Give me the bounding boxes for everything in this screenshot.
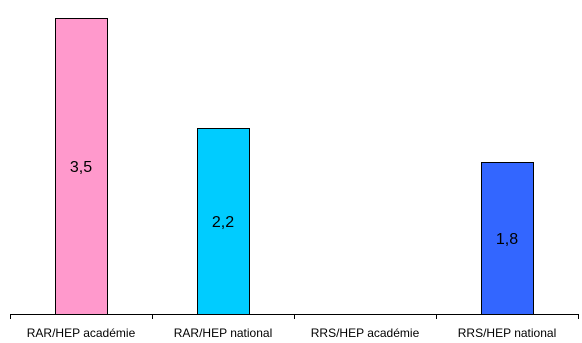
bar — [55, 18, 108, 315]
x-axis-tick-labels: RAR/HEP académie RAR/HEP national RRS/HEP … — [27, 326, 557, 340]
x-tick-label: RRS/HEP national — [458, 326, 557, 340]
data-label: 1,8 — [496, 231, 518, 248]
data-label: 2,2 — [212, 214, 234, 231]
bar — [481, 162, 534, 315]
x-axis-ticks — [10, 314, 579, 319]
x-tick-label: RRS/HEP académie — [311, 326, 420, 340]
x-tick-label: RAR/HEP académie — [27, 326, 136, 340]
bars-layer — [55, 18, 534, 315]
data-label: 3,5 — [70, 159, 92, 176]
bar — [197, 128, 250, 315]
data-labels-layer: 3,5 2,2 1,8 — [70, 159, 518, 248]
x-tick-label: RAR/HEP national — [174, 326, 273, 340]
